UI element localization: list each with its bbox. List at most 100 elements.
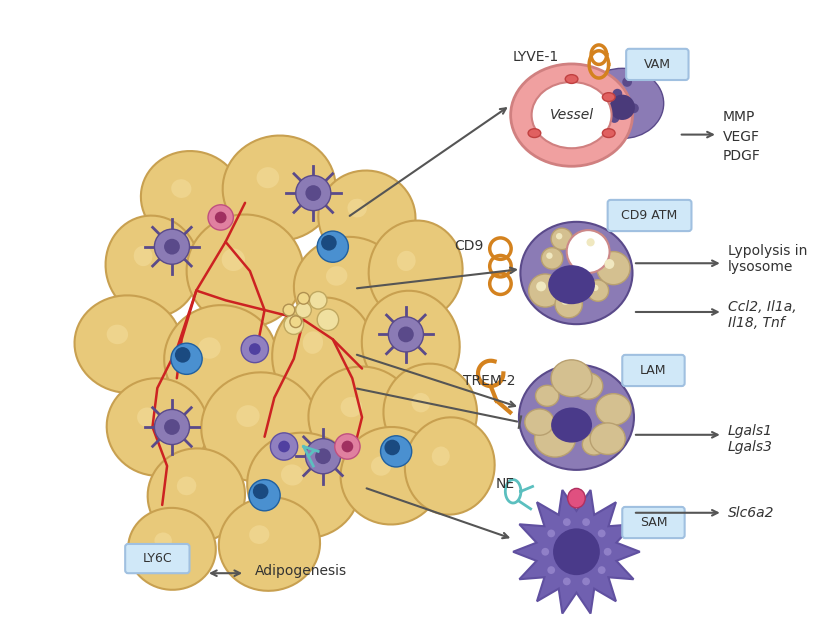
Ellipse shape	[534, 421, 575, 457]
Ellipse shape	[308, 366, 416, 468]
Circle shape	[582, 578, 590, 586]
Text: VEGF: VEGF	[723, 130, 760, 143]
Circle shape	[604, 259, 614, 269]
Ellipse shape	[75, 295, 182, 393]
Circle shape	[321, 235, 337, 250]
Ellipse shape	[222, 249, 245, 271]
Ellipse shape	[528, 129, 541, 138]
Ellipse shape	[247, 433, 360, 538]
Circle shape	[547, 530, 555, 537]
Text: Vessel: Vessel	[550, 108, 593, 122]
Ellipse shape	[551, 407, 592, 442]
Circle shape	[296, 176, 330, 211]
Ellipse shape	[107, 378, 208, 476]
Ellipse shape	[134, 246, 153, 266]
Circle shape	[587, 280, 608, 302]
FancyBboxPatch shape	[607, 200, 691, 231]
Ellipse shape	[397, 251, 416, 271]
Ellipse shape	[383, 364, 477, 461]
Circle shape	[306, 439, 340, 473]
Circle shape	[629, 103, 639, 113]
Ellipse shape	[148, 449, 245, 542]
Ellipse shape	[177, 477, 196, 495]
Circle shape	[566, 230, 610, 273]
Circle shape	[317, 309, 339, 331]
Circle shape	[171, 343, 202, 374]
Ellipse shape	[535, 385, 559, 406]
Circle shape	[610, 113, 619, 123]
Circle shape	[208, 205, 233, 230]
Text: Adipogenesis: Adipogenesis	[255, 564, 347, 578]
Ellipse shape	[412, 393, 430, 412]
Ellipse shape	[340, 397, 362, 417]
Ellipse shape	[362, 291, 459, 397]
Circle shape	[249, 343, 261, 355]
Circle shape	[309, 292, 327, 309]
Circle shape	[249, 480, 280, 511]
Circle shape	[306, 185, 321, 201]
Ellipse shape	[520, 222, 632, 324]
Circle shape	[598, 530, 606, 537]
Ellipse shape	[510, 64, 632, 166]
Ellipse shape	[582, 434, 606, 455]
Ellipse shape	[568, 488, 585, 508]
Ellipse shape	[519, 364, 634, 470]
Ellipse shape	[348, 199, 367, 217]
Ellipse shape	[596, 394, 631, 426]
Circle shape	[342, 440, 353, 452]
Circle shape	[598, 566, 606, 574]
Circle shape	[582, 518, 590, 526]
Ellipse shape	[236, 405, 260, 427]
Ellipse shape	[371, 456, 391, 476]
Text: TREM-2: TREM-2	[464, 374, 516, 388]
Circle shape	[536, 282, 546, 292]
Ellipse shape	[574, 373, 603, 399]
Ellipse shape	[318, 171, 415, 264]
Circle shape	[164, 419, 180, 435]
Circle shape	[551, 228, 573, 250]
Ellipse shape	[603, 93, 615, 102]
Text: MMP: MMP	[723, 110, 755, 124]
Ellipse shape	[201, 373, 318, 482]
Ellipse shape	[603, 129, 615, 138]
Circle shape	[215, 212, 227, 223]
Circle shape	[270, 433, 298, 460]
Ellipse shape	[548, 265, 595, 304]
Circle shape	[603, 103, 612, 113]
Circle shape	[253, 483, 269, 499]
Ellipse shape	[524, 409, 554, 435]
Circle shape	[296, 302, 312, 318]
FancyBboxPatch shape	[125, 544, 190, 573]
Circle shape	[580, 232, 607, 259]
Text: SAM: SAM	[640, 516, 667, 529]
Circle shape	[155, 229, 190, 264]
Text: LYVE-1: LYVE-1	[513, 50, 559, 64]
Circle shape	[546, 252, 552, 259]
Text: Ccl2, Il1a,
Il18, Tnf: Ccl2, Il1a, Il18, Tnf	[727, 300, 797, 330]
Text: CD9 ATM: CD9 ATM	[621, 209, 677, 222]
FancyBboxPatch shape	[626, 49, 689, 80]
Circle shape	[555, 290, 582, 318]
Circle shape	[610, 95, 635, 120]
Ellipse shape	[566, 75, 578, 83]
Circle shape	[317, 231, 349, 262]
Ellipse shape	[590, 423, 626, 455]
Ellipse shape	[404, 417, 495, 515]
Ellipse shape	[281, 464, 303, 485]
Circle shape	[561, 297, 570, 305]
Ellipse shape	[249, 525, 270, 544]
Ellipse shape	[272, 298, 374, 411]
Ellipse shape	[326, 266, 348, 286]
Circle shape	[164, 239, 180, 255]
Circle shape	[335, 434, 360, 459]
Text: Lgals1
Lgals3: Lgals1 Lgals3	[727, 424, 773, 454]
Circle shape	[381, 435, 412, 467]
Text: LAM: LAM	[640, 364, 667, 377]
Circle shape	[385, 440, 400, 455]
Ellipse shape	[198, 337, 220, 359]
Ellipse shape	[187, 214, 303, 328]
Circle shape	[388, 317, 423, 352]
Ellipse shape	[155, 533, 172, 549]
Polygon shape	[513, 490, 640, 614]
Ellipse shape	[581, 69, 663, 138]
